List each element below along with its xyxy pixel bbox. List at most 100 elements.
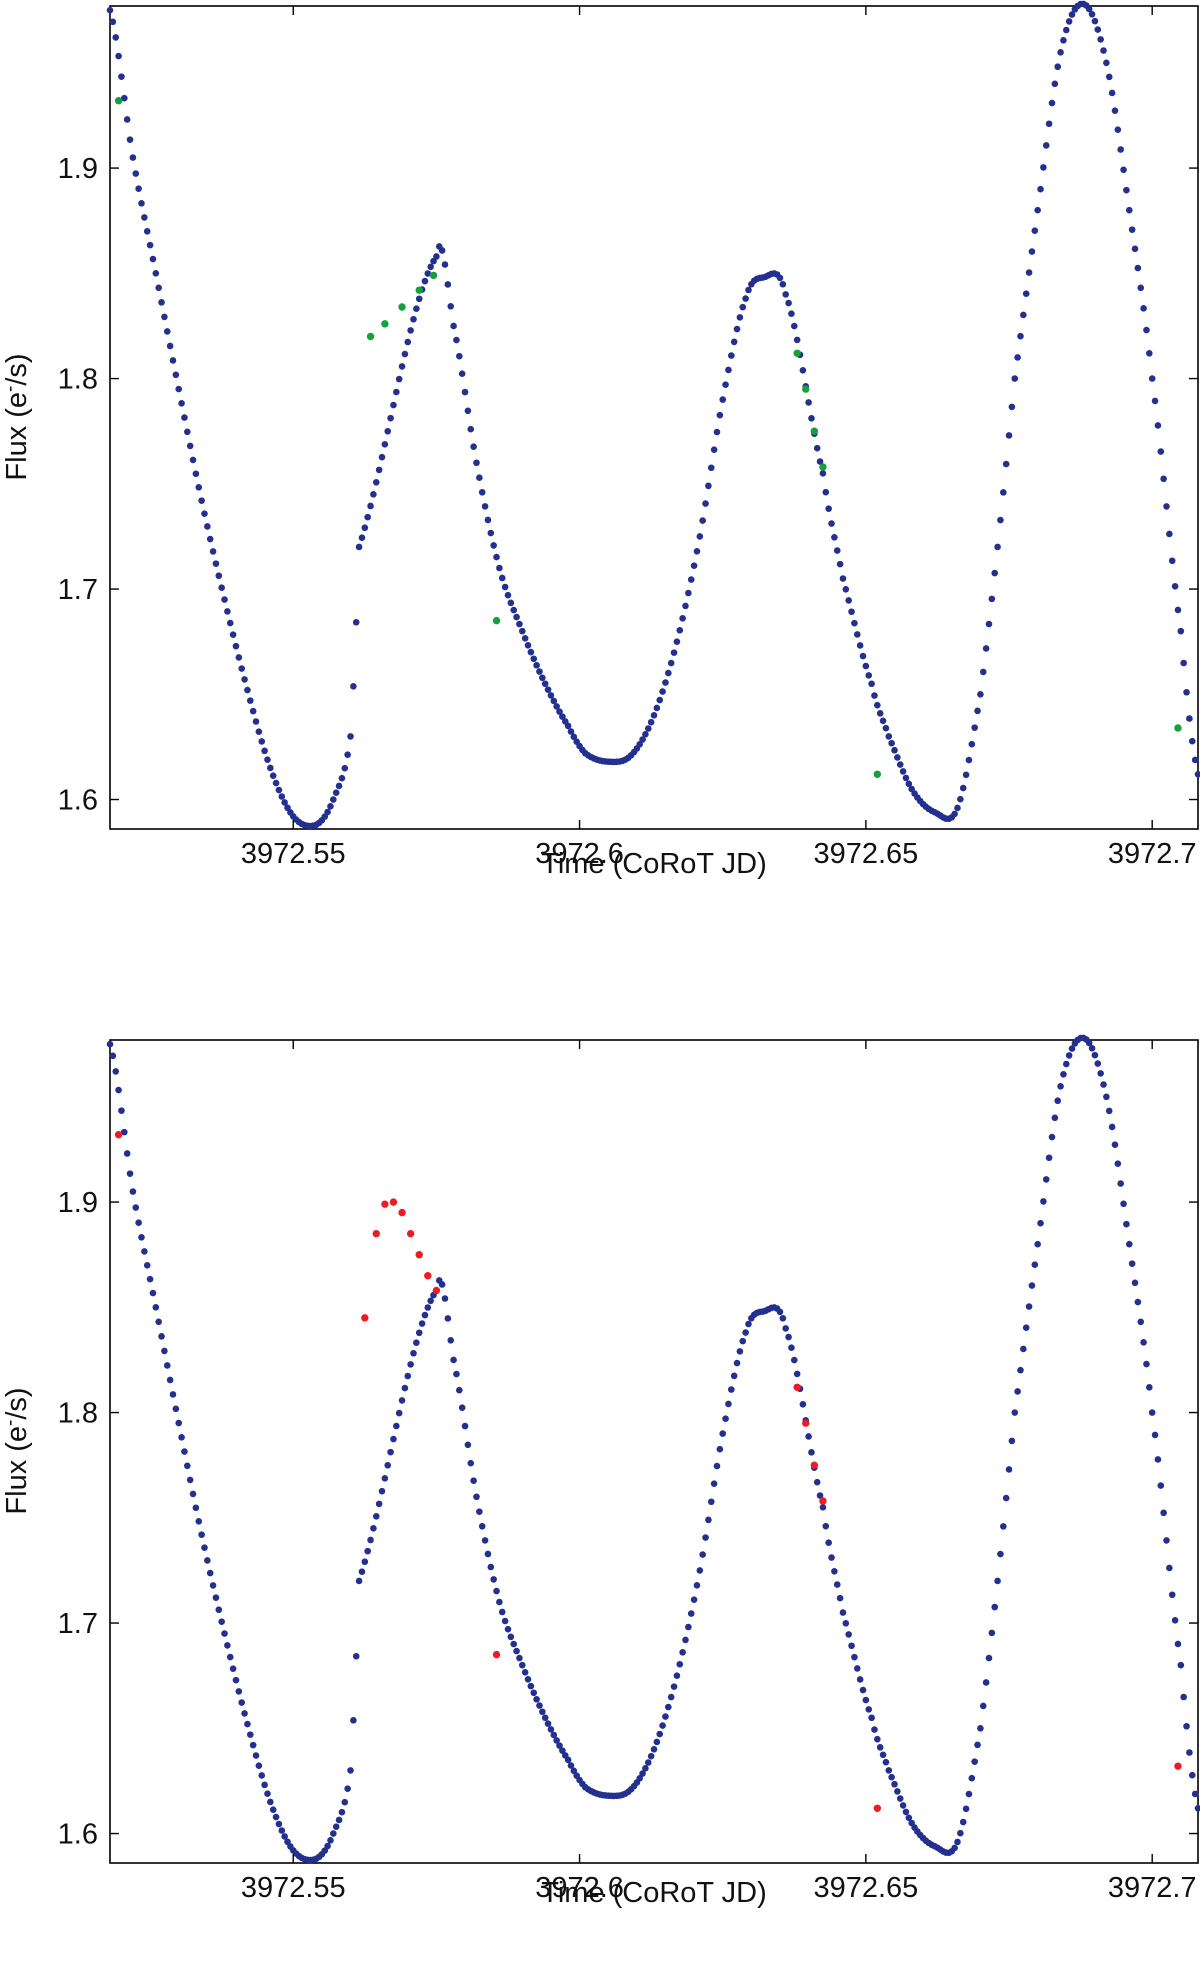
data-point bbox=[891, 1780, 898, 1788]
data-point bbox=[470, 1477, 477, 1484]
data-point bbox=[212, 1594, 220, 1601]
data-point bbox=[341, 1798, 349, 1806]
top-plot-frame bbox=[109, 5, 1199, 830]
data-point bbox=[968, 740, 976, 748]
data-point bbox=[556, 1742, 563, 1749]
data-point bbox=[656, 1730, 664, 1738]
data-point bbox=[1180, 659, 1187, 667]
data-point bbox=[879, 1751, 887, 1759]
highlight-point bbox=[372, 1229, 380, 1238]
data-point bbox=[696, 1567, 704, 1574]
data-point bbox=[1091, 17, 1099, 25]
highlight-point bbox=[1174, 724, 1182, 732]
data-point bbox=[699, 1551, 706, 1558]
data-point bbox=[1037, 1219, 1044, 1227]
data-point bbox=[330, 1830, 337, 1837]
data-point bbox=[1186, 1749, 1193, 1756]
data-point bbox=[1042, 142, 1050, 149]
data-point bbox=[845, 1631, 852, 1638]
data-point bbox=[204, 523, 211, 530]
top-y-axis-label-sup: - bbox=[0, 386, 21, 392]
y-tick-label: 1.9 bbox=[58, 153, 98, 185]
data-point bbox=[828, 520, 835, 527]
data-point bbox=[1011, 1409, 1019, 1416]
data-point bbox=[1000, 489, 1007, 496]
data-point bbox=[141, 1248, 148, 1255]
data-point bbox=[1125, 1240, 1133, 1248]
data-point bbox=[1028, 1282, 1036, 1289]
highlight-point bbox=[873, 770, 882, 778]
data-point bbox=[808, 415, 815, 422]
data-point bbox=[793, 1370, 801, 1378]
data-point bbox=[1134, 1298, 1142, 1306]
data-point bbox=[848, 608, 855, 616]
data-point bbox=[822, 1522, 830, 1530]
data-point bbox=[215, 572, 223, 580]
data-point bbox=[350, 683, 357, 690]
data-point bbox=[204, 1557, 211, 1564]
highlight-point bbox=[802, 385, 810, 393]
data-point bbox=[189, 456, 197, 464]
data-point bbox=[441, 1295, 449, 1302]
data-point bbox=[169, 357, 177, 364]
data-point bbox=[745, 286, 752, 294]
data-point bbox=[954, 1838, 961, 1846]
data-point bbox=[146, 241, 154, 249]
data-point bbox=[267, 764, 274, 772]
data-point bbox=[1040, 1198, 1047, 1205]
bottom-data-points bbox=[106, 1034, 1200, 1864]
data-point bbox=[719, 396, 727, 403]
data-point bbox=[647, 1752, 655, 1760]
data-point bbox=[269, 772, 277, 779]
data-point bbox=[965, 756, 973, 764]
data-point bbox=[988, 595, 996, 603]
data-point bbox=[1137, 284, 1145, 292]
data-point bbox=[730, 1372, 738, 1380]
data-point bbox=[1114, 126, 1122, 133]
data-point bbox=[856, 642, 864, 649]
data-point bbox=[570, 733, 578, 741]
data-point bbox=[467, 1459, 475, 1467]
data-point bbox=[507, 599, 515, 607]
data-point bbox=[991, 569, 999, 577]
data-point bbox=[461, 388, 469, 396]
data-point bbox=[979, 1702, 987, 1710]
data-point bbox=[836, 560, 844, 568]
data-point bbox=[527, 648, 535, 656]
data-point bbox=[507, 1633, 515, 1641]
data-point bbox=[965, 1790, 973, 1798]
data-point bbox=[415, 1329, 423, 1337]
data-point bbox=[184, 428, 191, 436]
data-point bbox=[1148, 375, 1156, 382]
data-point bbox=[1065, 1052, 1073, 1059]
top-y-axis-label-main: Flux (e bbox=[1, 392, 33, 481]
bottom-x-tick-labels: 3972.55 3972.6 3972.65 3972.7 bbox=[241, 1872, 1197, 1904]
data-point bbox=[215, 1606, 223, 1614]
data-point bbox=[404, 1372, 412, 1380]
data-point bbox=[504, 1625, 512, 1633]
data-point bbox=[278, 793, 286, 800]
data-point bbox=[427, 263, 434, 271]
data-point bbox=[490, 542, 497, 549]
x-tick-label: 3972.55 bbox=[241, 838, 346, 870]
data-point bbox=[856, 1676, 864, 1683]
data-point bbox=[1057, 49, 1064, 56]
highlight-point bbox=[873, 1804, 882, 1812]
data-point bbox=[1020, 311, 1027, 319]
data-point bbox=[962, 771, 970, 779]
data-point bbox=[341, 764, 349, 772]
data-point bbox=[1143, 1360, 1150, 1368]
data-point bbox=[398, 1397, 406, 1404]
data-point bbox=[816, 1492, 824, 1499]
data-point bbox=[876, 1744, 884, 1751]
data-point bbox=[358, 534, 366, 541]
data-point bbox=[793, 336, 801, 344]
data-point bbox=[693, 1582, 701, 1589]
data-point bbox=[244, 686, 251, 694]
data-point bbox=[1065, 18, 1073, 25]
data-point bbox=[882, 1758, 890, 1766]
data-point bbox=[415, 295, 423, 303]
data-point bbox=[702, 1534, 709, 1541]
highlight-point bbox=[424, 1272, 432, 1280]
data-point bbox=[464, 407, 472, 415]
